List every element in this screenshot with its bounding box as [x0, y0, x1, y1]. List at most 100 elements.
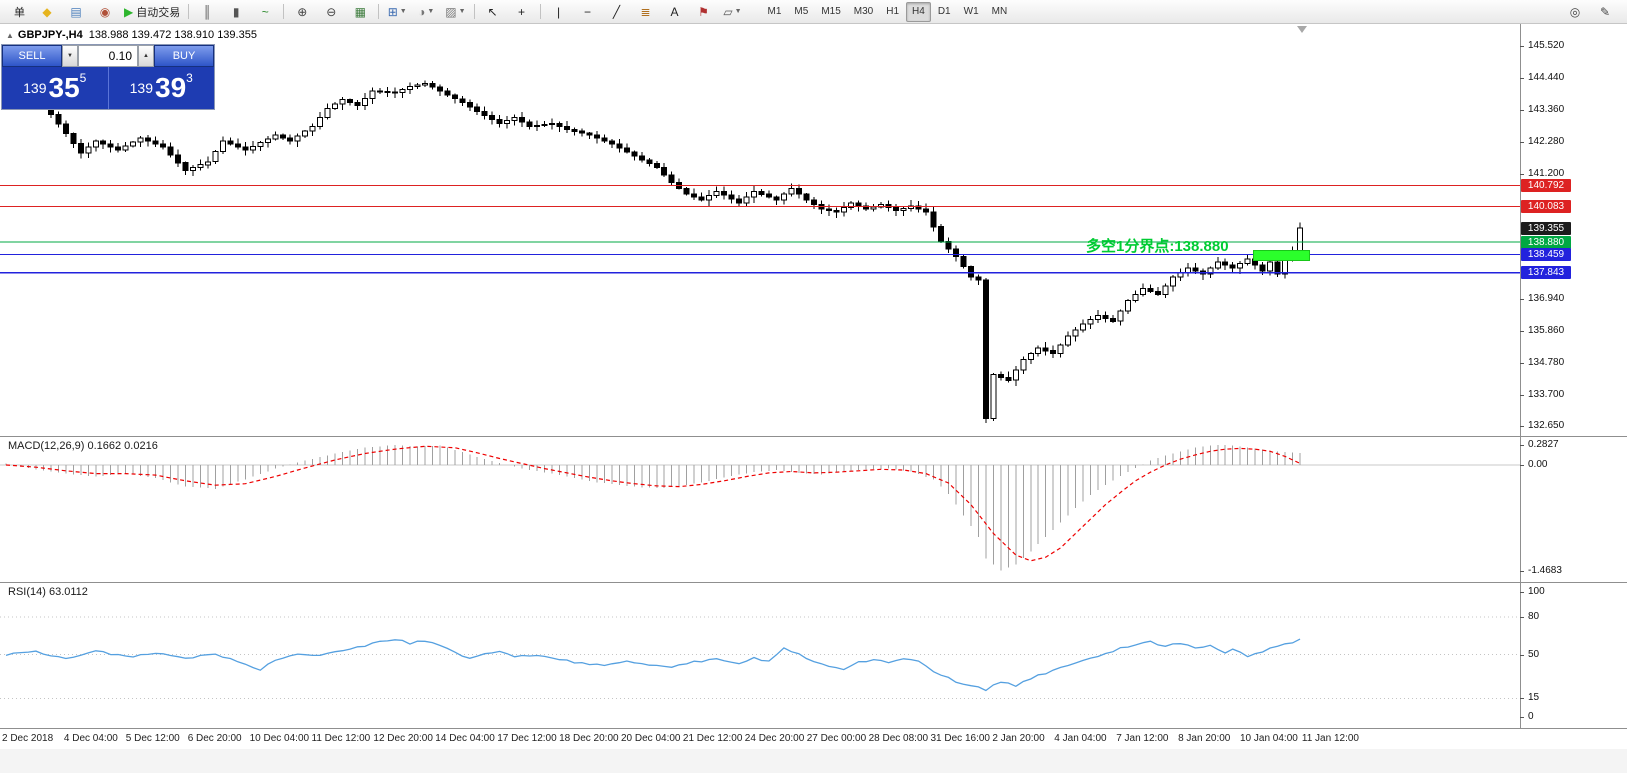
timeframe-h4[interactable]: H4 — [906, 1, 931, 22]
line-chart-icon[interactable]: ~ — [251, 1, 279, 23]
profiles-icon[interactable]: ◑ ▼ — [412, 1, 440, 23]
price-tick — [1520, 331, 1524, 332]
templates-icon[interactable]: ▨ ▼ — [441, 1, 469, 23]
buy-price[interactable]: 139 39 3 — [109, 67, 215, 109]
sell-price-big: 35 — [48, 72, 80, 103]
macd-chart[interactable] — [0, 437, 1520, 582]
price-chart[interactable] — [0, 24, 1520, 436]
rsi-tick-label: 80 — [1528, 611, 1540, 622]
sell-button[interactable]: SELL — [2, 45, 62, 67]
zoom-in-icon: ⊕ — [297, 4, 308, 19]
sell-price[interactable]: 139 35 5 — [2, 67, 108, 109]
bar-chart-icon[interactable]: ║ — [193, 1, 221, 23]
text-icon[interactable]: A — [661, 1, 689, 23]
vertical-line-icon[interactable]: | — [545, 1, 573, 23]
chevron-down-icon: ▼ — [427, 8, 435, 15]
timeframe-m30[interactable]: M30 — [853, 6, 874, 17]
level-highlight-rectangle[interactable] — [1253, 250, 1310, 261]
help-icon[interactable]: ◉ — [91, 1, 119, 23]
time-axis-label: 7 Jan 12:00 — [1116, 733, 1169, 744]
timeframe-m5[interactable]: M5 — [794, 6, 809, 17]
buy-button[interactable]: BUY — [154, 45, 214, 67]
shapes-icon[interactable]: ▱ ▼ — [719, 1, 747, 23]
trendline-icon[interactable]: ╱ — [603, 1, 631, 23]
pane-separator[interactable] — [0, 582, 1627, 583]
macd-tick-label: 0.2827 — [1528, 439, 1559, 450]
navigator-icon[interactable]: ▤ — [62, 1, 90, 23]
rsi-tick-label: 100 — [1528, 586, 1545, 597]
price-tick — [1520, 46, 1524, 47]
price-tick — [1520, 299, 1524, 300]
toolbar-right-group: ◎ ✎ — [1561, 1, 1623, 23]
time-axis-label: 21 Dec 12:00 — [682, 733, 743, 744]
chart-shift-marker-icon[interactable] — [1297, 26, 1307, 33]
navigator-icon: ▤ — [70, 4, 82, 19]
autotrading-button[interactable]: ▶ 自动交易 — [120, 1, 184, 23]
buy-price-big: 39 — [155, 72, 187, 103]
edit-icon[interactable]: ✎ — [1599, 4, 1611, 19]
time-axis-label: 17 Dec 12:00 — [497, 733, 557, 744]
profiles-icon: ◑ — [418, 4, 426, 19]
time-axis-label: 10 Jan 04:00 — [1240, 733, 1298, 744]
price-tick-label: 144.440 — [1528, 72, 1565, 83]
fibonacci-icon[interactable]: ≣ — [632, 1, 660, 23]
search-icon[interactable]: ◎ — [1569, 4, 1581, 19]
crosshair-icon[interactable]: + — [508, 1, 536, 23]
market-watch-icon[interactable]: ◆ — [33, 1, 61, 23]
level-price-flag: 138.880 — [1521, 236, 1571, 249]
macd-values: 0.1662 0.0216 — [87, 440, 158, 452]
toolbar-separator — [473, 4, 475, 19]
time-axis-label: 2 Jan 20:00 — [992, 733, 1045, 744]
new-chart-icon: ⊞ — [387, 4, 398, 19]
price-tick — [1520, 78, 1524, 79]
bull-bear-level-annotation[interactable]: 多空1分界点:138.880 — [1086, 238, 1229, 255]
new-chart-icon[interactable]: ⊞ ▼ — [383, 1, 411, 23]
candlestick-chart-icon[interactable]: ▮ — [222, 1, 250, 23]
lot-decrease-button[interactable]: ▼ — [62, 45, 78, 67]
timeframe-w1[interactable]: W1 — [963, 6, 979, 17]
arrow-label-icon: ⚑ — [698, 4, 709, 19]
rsi-tick — [1520, 617, 1524, 618]
horizontal-line-icon[interactable]: − — [574, 1, 602, 23]
macd-tick — [1520, 445, 1524, 446]
macd-name: MACD(12,26,9) — [8, 440, 85, 452]
timeframe-d1[interactable]: D1 — [937, 6, 951, 17]
rsi-tick — [1520, 655, 1524, 656]
new-order-button[interactable]: 单 — [4, 1, 32, 23]
cursor-icon: ↖ — [487, 4, 498, 19]
time-axis-label: 28 Dec 08:00 — [868, 733, 929, 744]
window-bottom-strip — [0, 749, 1627, 773]
rsi-chart[interactable] — [0, 583, 1520, 727]
timeframe-h1[interactable]: H1 — [886, 6, 900, 17]
zoom-in-icon[interactable]: ⊕ — [288, 1, 316, 23]
pane-separator[interactable] — [0, 436, 1627, 437]
arrow-label-icon[interactable]: ⚑ — [690, 1, 718, 23]
cursor-icon[interactable]: ↖ — [479, 1, 507, 23]
price-axis[interactable]: 145.520 144.440 143.360 142.280 141.200 136.9… — [1520, 0, 1627, 728]
zoom-out-icon[interactable]: ⊖ — [317, 1, 345, 23]
time-axis-label: 4 Jan 04:00 — [1054, 733, 1107, 744]
time-axis-label: 24 Dec 20:00 — [744, 733, 805, 744]
toolbar-separator — [283, 4, 285, 19]
time-axis-label: 11 Dec 12:00 — [311, 733, 371, 744]
time-axis[interactable]: 2 Dec 2018 4 Dec 04:00 5 Dec 12:00 6 Dec 20… — [0, 728, 1627, 749]
lot-increase-button[interactable]: ▲ — [138, 45, 154, 67]
fibonacci-icon: ≣ — [640, 4, 651, 19]
zoom-out-icon: ⊖ — [326, 4, 337, 19]
one-click-toggle-icon[interactable]: ▲ — [6, 31, 14, 40]
bar-chart-icon: ║ — [202, 4, 212, 19]
price-tick-label: 136.940 — [1528, 293, 1565, 304]
rsi-value: 63.0112 — [48, 586, 88, 598]
price-axis-separator — [1520, 24, 1521, 728]
time-axis-label: 6 Dec 20:00 — [187, 733, 242, 744]
level-price-flag: 138.459 — [1521, 248, 1571, 261]
timeframe-mn[interactable]: MN — [991, 6, 1008, 17]
auto-arrange-icon[interactable]: ▦ — [346, 1, 374, 23]
price-tick — [1520, 110, 1524, 111]
price-tick-label: 145.520 — [1528, 40, 1565, 51]
lot-size-input[interactable]: 0.10 — [78, 45, 138, 67]
line-chart-icon: ~ — [261, 4, 269, 19]
toolbar-separator — [539, 4, 541, 19]
timeframe-m1[interactable]: M1 — [767, 6, 782, 17]
timeframe-m15[interactable]: M15 — [821, 6, 841, 17]
